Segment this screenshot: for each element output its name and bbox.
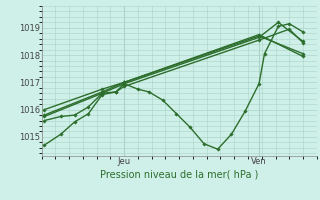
X-axis label: Pression niveau de la mer( hPa ): Pression niveau de la mer( hPa )	[100, 169, 258, 179]
